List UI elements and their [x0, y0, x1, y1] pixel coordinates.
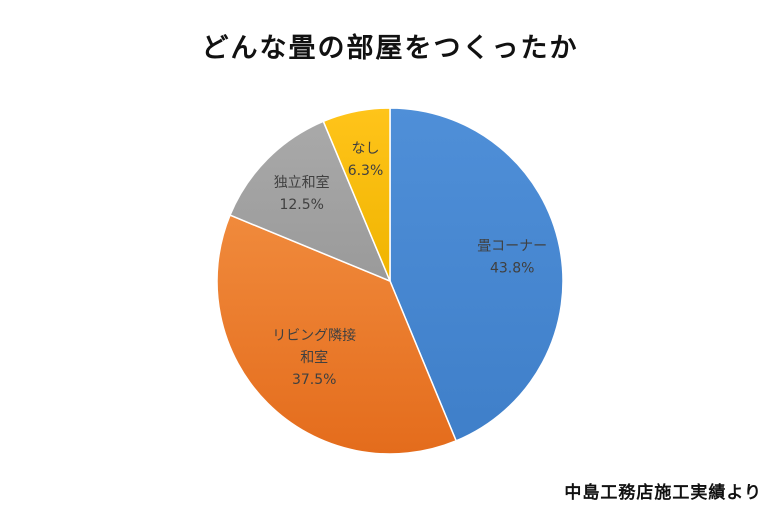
- slice-label: なし 6.3%: [348, 141, 384, 179]
- slice-value-label: 37.5%: [292, 372, 336, 388]
- slice-living-adjacent: [216, 214, 458, 455]
- slice-category-label: なし: [352, 141, 380, 157]
- slice-value-label: 12.5%: [279, 197, 323, 213]
- source-note: 中島工務店施工実績より: [564, 483, 762, 503]
- slice-value-label: 43.8%: [490, 261, 534, 277]
- slice-category-label: リビング隣接: [272, 327, 356, 344]
- slice-label: 独立和室 12.5%: [274, 174, 330, 213]
- slice-label: 畳コーナー 43.8%: [477, 239, 547, 277]
- slice-category-label: 和室: [300, 349, 328, 366]
- slice-value-label: 6.3%: [348, 163, 384, 179]
- slice-none: [322, 107, 391, 282]
- slice-tatami-corner: [389, 107, 564, 442]
- chart-title: どんな畳の部屋をつくったか: [201, 33, 579, 64]
- slice-label: リビング隣接和室 37.5%: [272, 327, 356, 388]
- slice-category-label: 畳コーナー: [477, 239, 547, 255]
- slice-category-label: 独立和室: [274, 174, 330, 191]
- slice-separate-room: [229, 120, 392, 283]
